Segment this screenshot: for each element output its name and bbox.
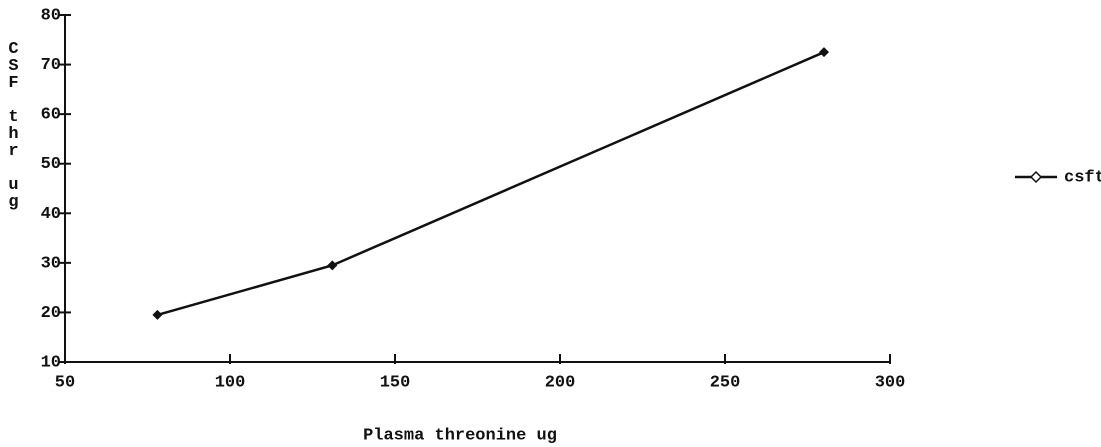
y-tick-label: 50 bbox=[41, 155, 61, 174]
data-point bbox=[819, 47, 829, 58]
data-point bbox=[152, 309, 163, 320]
y-axis-label: CSF thr ug bbox=[4, 40, 23, 210]
y-tick-label: 40 bbox=[41, 205, 61, 224]
x-axis-label: Plasma threonine ug bbox=[363, 426, 557, 445]
y-tick-label: 10 bbox=[41, 353, 61, 372]
legend-marker bbox=[1029, 170, 1043, 184]
y-tick-label: 80 bbox=[41, 6, 61, 25]
x-tick-label: 200 bbox=[545, 373, 576, 392]
data-point bbox=[327, 260, 338, 271]
y-tick-label: 20 bbox=[41, 304, 61, 323]
x-tick-label: 250 bbox=[710, 373, 741, 392]
x-tick-label: 50 bbox=[55, 373, 75, 392]
y-tick-label: 70 bbox=[41, 56, 61, 75]
x-tick-label: 150 bbox=[380, 373, 411, 392]
x-tick-label: 100 bbox=[215, 373, 246, 392]
y-tick-label: 30 bbox=[41, 254, 61, 273]
legend-label: csfthav bbox=[1064, 168, 1101, 187]
y-tick-label: 60 bbox=[41, 106, 61, 125]
x-tick-label: 300 bbox=[875, 373, 906, 392]
data-line bbox=[157, 51, 825, 317]
